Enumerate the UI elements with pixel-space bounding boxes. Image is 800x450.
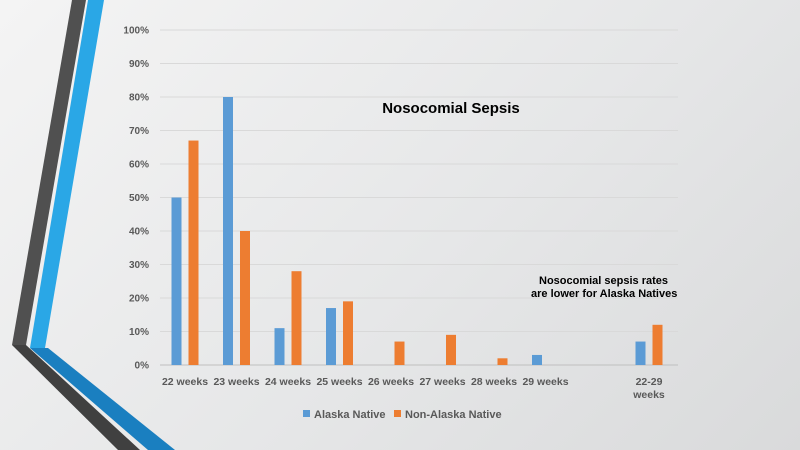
y-tick-label: 90% <box>129 59 149 70</box>
y-tick-label: 80% <box>129 93 149 104</box>
bar-alaska-native <box>274 328 285 365</box>
x-tick-label: 29 weeks <box>522 376 568 388</box>
legend: Alaska Native Non-Alaska Native <box>303 409 502 421</box>
bar-non-alaska-native <box>291 271 302 365</box>
x-tick-label: 22-29 weeks <box>632 376 665 401</box>
bar-non-alaska-native <box>652 324 663 365</box>
ribbon-dark-top <box>12 0 86 345</box>
x-tick-label: 24 weeks <box>265 376 311 388</box>
annotation-line-2: are lower for Alaska Natives <box>531 288 677 300</box>
chart-bars <box>171 97 663 365</box>
bar-non-alaska-native <box>497 358 508 365</box>
bar-alaska-native <box>635 341 646 365</box>
x-tick-label: 25 weeks <box>316 376 362 388</box>
ribbon-dark-bottom <box>12 345 140 450</box>
bar-alaska-native <box>171 197 182 365</box>
legend-label-non-alaska-native: Non-Alaska Native <box>405 409 502 421</box>
y-tick-label: 40% <box>129 227 149 238</box>
bar-alaska-native <box>532 354 542 365</box>
bar-non-alaska-native <box>240 231 250 365</box>
y-tick-label: 20% <box>129 294 149 305</box>
x-axis-tick-labels: 22 weeks 23 weeks 24 weeks 25 weeks 26 weeks… <box>162 376 665 401</box>
legend-swatch-alaska-native <box>303 410 310 417</box>
legend-swatch-non-alaska-native <box>394 410 401 417</box>
x-tick-label: 22 weeks <box>162 376 208 388</box>
y-axis-tick-labels: 0% 10% 20% 30% 40% 50% 60% 70% 80% 90% 100% <box>123 26 149 372</box>
decorative-ribbons <box>12 0 175 450</box>
x-tick-label: 23 weeks <box>213 376 259 388</box>
bar-alaska-native <box>223 97 233 365</box>
x-tick-label: 28 weeks <box>471 376 517 388</box>
chart-title: Nosocomial Sepsis <box>382 100 520 117</box>
ribbon-blue-top <box>30 0 104 348</box>
bar-non-alaska-native <box>343 301 353 365</box>
y-tick-label: 0% <box>135 361 150 372</box>
x-tick-label: 27 weeks <box>419 376 465 388</box>
y-tick-label: 50% <box>129 193 149 204</box>
bar-alaska-native <box>326 308 336 365</box>
bar-non-alaska-native <box>394 341 405 365</box>
y-tick-label: 70% <box>129 126 149 137</box>
legend-label-alaska-native: Alaska Native <box>314 409 386 421</box>
y-tick-label: 100% <box>123 26 149 37</box>
y-tick-label: 30% <box>129 260 149 271</box>
bar-non-alaska-native <box>446 334 456 365</box>
bar-non-alaska-native <box>188 140 199 365</box>
annotation-line-1: Nosocomial sepsis rates <box>539 275 668 287</box>
ribbon-blue-bottom <box>30 348 175 450</box>
chart-gridlines <box>160 29 678 366</box>
y-tick-label: 10% <box>129 327 149 338</box>
annotation: Nosocomial sepsis rates are lower for Al… <box>531 275 677 300</box>
x-tick-label: 26 weeks <box>368 376 414 388</box>
y-tick-label: 60% <box>129 160 149 171</box>
